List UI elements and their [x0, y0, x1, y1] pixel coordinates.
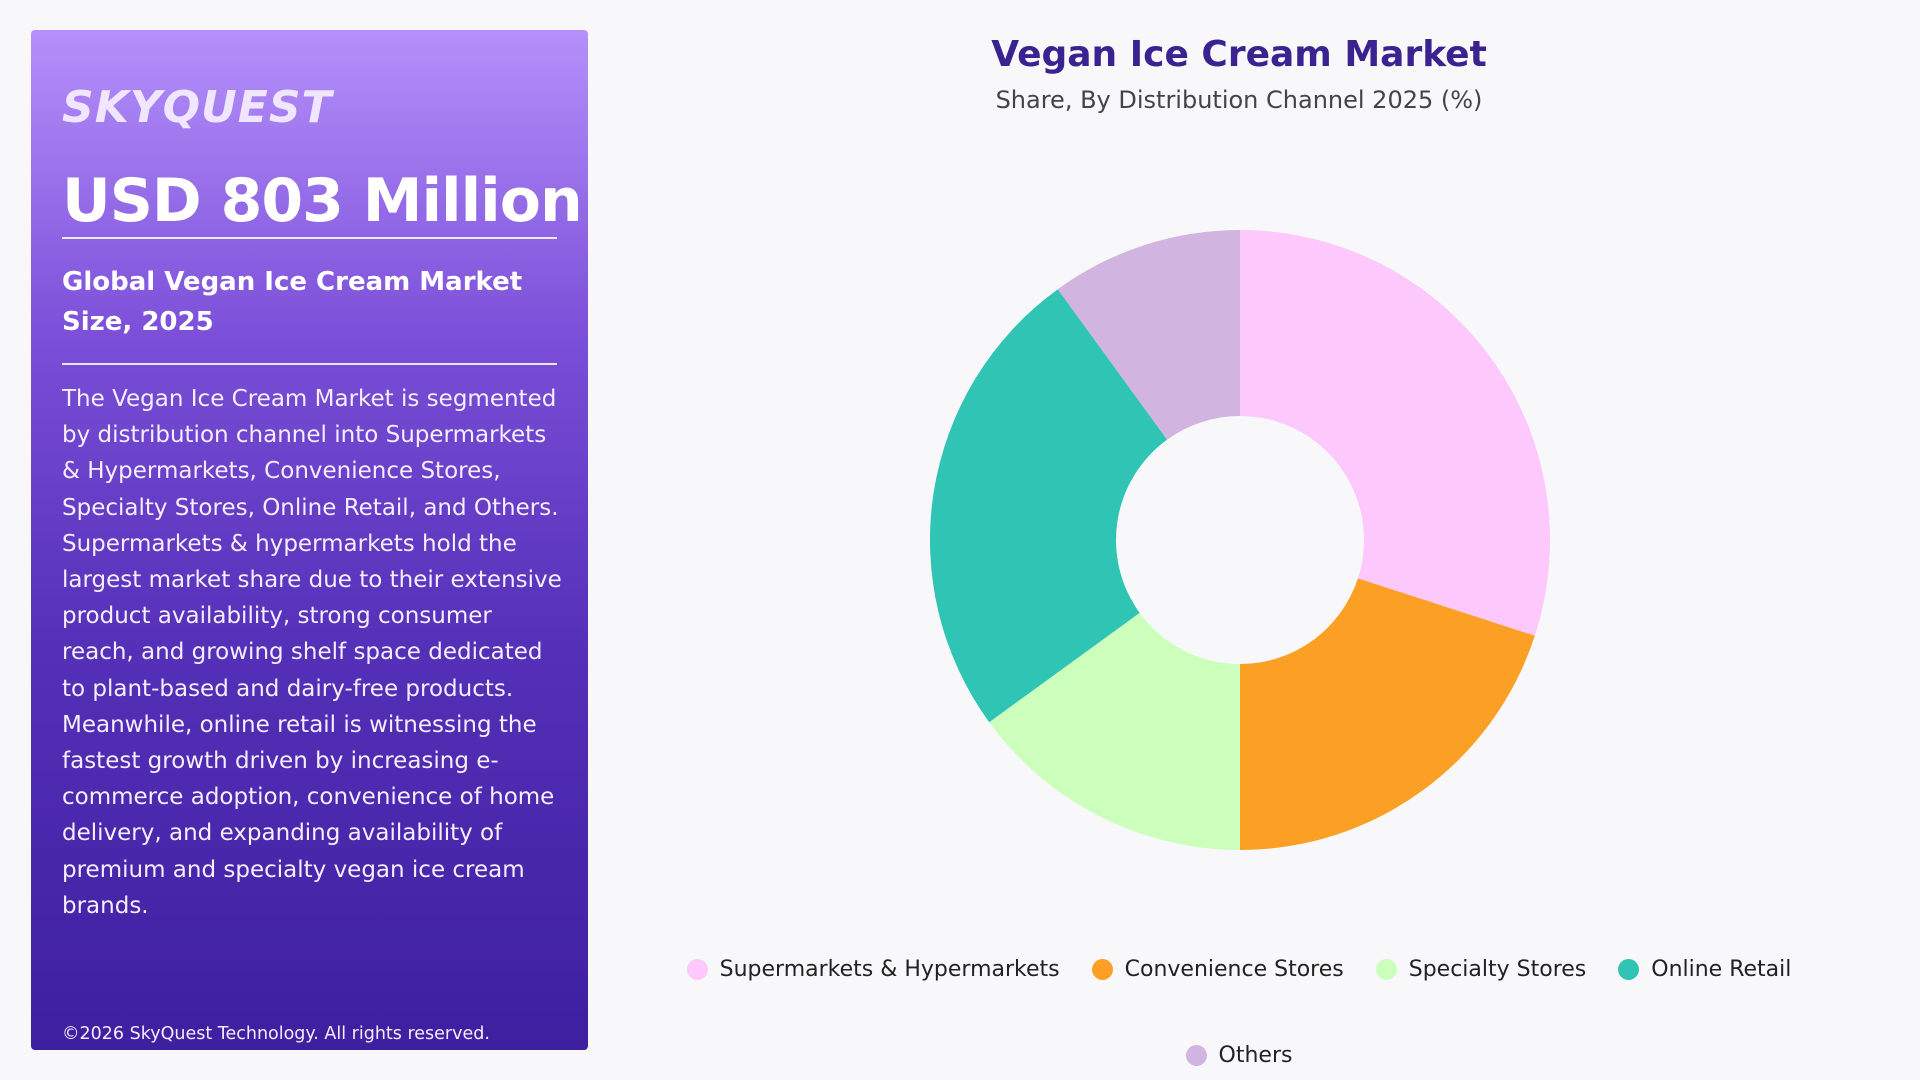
- legend-item-online-retail[interactable]: Online Retail: [1618, 950, 1791, 988]
- legend-swatch: [1375, 958, 1397, 980]
- copyright-notice: ©2026 SkyQuest Technology. All rights re…: [62, 1024, 490, 1044]
- slice-convenience-stores[interactable]: [1240, 578, 1535, 850]
- legend-swatch: [1618, 958, 1640, 980]
- legend-swatch: [1185, 1044, 1207, 1066]
- slice-online-retail[interactable]: [929, 289, 1168, 723]
- chart-subtitle: Share, By Distribution Channel 2025 (%): [995, 86, 1483, 114]
- slice-supermarkets-hypermarkets[interactable]: [1240, 230, 1551, 636]
- donut-chart: [929, 230, 1551, 851]
- chart-title: Vegan Ice Cream Market: [991, 34, 1487, 75]
- market-size-label: Global Vegan Ice Cream Market Size, 2025: [62, 267, 523, 337]
- legend-label: Others: [1218, 1042, 1293, 1068]
- legend-item-supermarkets-hypermarkets[interactable]: Supermarkets & Hypermarkets: [686, 950, 1060, 988]
- legend-label: Specialty Stores: [1408, 956, 1587, 982]
- chart-legend: Supermarkets & Hypermarkets Convenience S…: [640, 950, 1838, 1074]
- slice-specialty-stores[interactable]: [989, 612, 1240, 851]
- slice-others[interactable]: [1057, 230, 1240, 440]
- legend-swatch: [1091, 958, 1113, 980]
- info-panel: SKYQUEST USD 803 Million Global Vegan Ic…: [31, 30, 588, 1050]
- legend-item-specialty-stores[interactable]: Specialty Stores: [1375, 950, 1587, 988]
- market-description: The Vegan Ice Cream Market is segmented …: [62, 386, 562, 919]
- legend-label: Online Retail: [1651, 956, 1792, 982]
- divider: [62, 237, 557, 239]
- legend-label: Convenience Stores: [1124, 956, 1344, 982]
- legend-swatch: [686, 958, 708, 980]
- divider: [62, 363, 557, 365]
- market-size-value: USD 803 Million: [62, 166, 583, 236]
- legend-item-convenience-stores[interactable]: Convenience Stores: [1091, 950, 1344, 988]
- brand-logo: SKYQUEST: [62, 82, 333, 133]
- legend-item-others[interactable]: Others: [1185, 1036, 1293, 1074]
- legend-label: Supermarkets & Hypermarkets: [719, 956, 1060, 982]
